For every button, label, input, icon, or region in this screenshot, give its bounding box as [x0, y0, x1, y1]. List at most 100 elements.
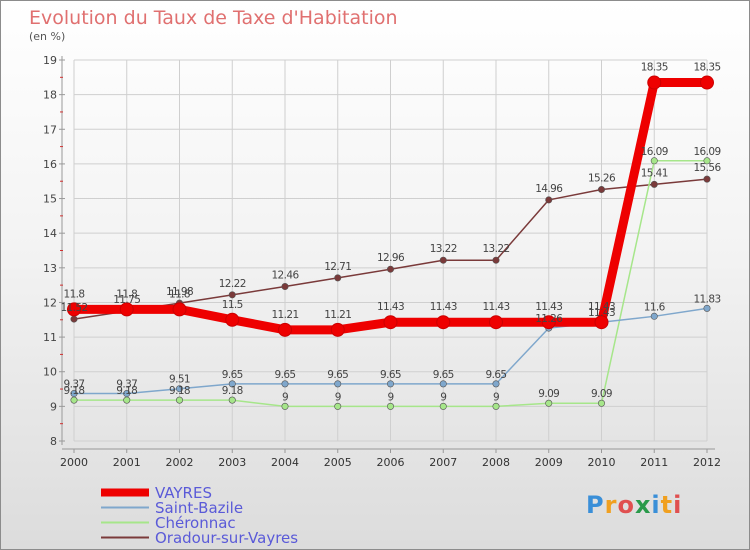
data-label: 9.65	[380, 369, 401, 381]
y-tick-label: 17	[43, 123, 57, 136]
data-point	[439, 402, 447, 410]
chart-title: Evolution du Taux de Taxe d'Habitation	[29, 7, 398, 29]
data-label: 9.37	[64, 379, 85, 391]
data-label: 9	[387, 391, 393, 403]
x-tick-label: 2007	[429, 456, 457, 469]
data-label: 9.18	[116, 385, 137, 397]
data-point	[541, 315, 556, 330]
data-point	[492, 256, 500, 264]
data-label: 11.43	[588, 301, 615, 313]
data-point	[123, 390, 131, 398]
legend-swatch-saint-bazile	[101, 506, 149, 509]
data-label: 9.65	[486, 369, 507, 381]
data-point	[334, 380, 342, 388]
data-label: 11.8	[64, 288, 85, 300]
data-point	[597, 399, 605, 407]
legend-swatch-cheronnac	[101, 521, 149, 524]
data-point	[225, 312, 240, 327]
data-label: 9.65	[222, 369, 243, 381]
x-tick-label: 2004	[271, 456, 299, 469]
data-label: 11.8	[169, 288, 190, 300]
data-label: 11.43	[482, 301, 509, 313]
data-label: 11.5	[222, 299, 243, 311]
data-point	[439, 380, 447, 388]
legend-item-vayres: VAYRES	[101, 483, 298, 502]
data-point	[278, 322, 292, 337]
legend-swatch-vayres	[101, 488, 149, 497]
data-point	[334, 402, 342, 410]
legend-label-oradour-sur-vayres: Oradour-sur-Vayres	[155, 528, 299, 547]
data-label: 12.96	[377, 252, 405, 264]
data-point	[386, 402, 394, 410]
data-point	[67, 302, 81, 317]
x-tick-label: 2002	[166, 456, 194, 469]
data-label: 11.52	[60, 302, 87, 314]
y-tick-label: 16	[43, 158, 57, 171]
data-point	[70, 396, 78, 404]
data-point	[436, 315, 451, 330]
proxiti-logo: Proxiti	[586, 491, 683, 519]
chart-legend: VAYRES Saint-Bazile Chéronnac Oradour-su…	[101, 483, 299, 547]
data-point	[386, 380, 394, 388]
data-label: 15.41	[641, 167, 668, 179]
legend-item-oradour-sur-vayres: Oradour-sur-Vayres	[101, 528, 299, 547]
data-point	[176, 385, 184, 393]
data-label: 11.26	[535, 313, 563, 325]
data-label: 18.35	[641, 62, 668, 74]
data-label: 12.71	[324, 261, 351, 273]
data-point	[545, 399, 553, 407]
data-point	[228, 291, 236, 299]
x-tick-label: 2009	[535, 456, 563, 469]
legend-item-cheronnac: Chéronnac	[101, 514, 298, 532]
data-point	[594, 315, 609, 330]
x-tick-label: 2008	[482, 456, 510, 469]
x-tick-label: 2005	[324, 456, 352, 469]
data-label: 16.09	[693, 146, 720, 158]
data-label: 11.21	[324, 309, 351, 321]
data-point	[172, 302, 187, 317]
legend-swatch-oradour-sur-vayres	[101, 536, 149, 539]
data-label: 9	[493, 391, 499, 403]
data-point	[123, 396, 131, 404]
data-point	[330, 322, 345, 337]
data-label: 16.09	[641, 146, 668, 158]
data-label: 9.18	[169, 385, 190, 397]
data-label: 11.75	[113, 294, 140, 306]
legend-label-vayres: VAYRES	[155, 483, 212, 502]
data-point	[650, 180, 658, 188]
data-point	[650, 157, 658, 165]
y-tick-label: 11	[43, 331, 57, 344]
y-tick-label: 8	[50, 435, 57, 448]
data-label: 11.21	[271, 309, 298, 321]
legend-item-saint-bazile: Saint-Bazile	[101, 499, 298, 517]
x-tick-label: 2001	[113, 456, 141, 469]
data-label: 9.65	[433, 369, 454, 381]
data-point	[703, 157, 711, 165]
data-label: 9	[282, 391, 288, 403]
data-label: 9.65	[327, 369, 348, 381]
y-tick-label: 13	[43, 262, 57, 275]
data-label: 15.56	[693, 162, 721, 174]
data-label: 11.98	[166, 286, 193, 298]
data-label: 18.35	[693, 62, 720, 74]
data-label: 11.83	[693, 293, 720, 305]
data-label: 11.43	[588, 307, 615, 319]
x-tick-label: 2000	[60, 456, 88, 469]
x-tick-label: 2006	[377, 456, 405, 469]
data-point	[439, 256, 447, 264]
data-label: 14.96	[535, 183, 563, 195]
x-tick-label: 2012	[693, 456, 721, 469]
data-point	[281, 283, 289, 291]
x-tick-label: 2003	[218, 456, 246, 469]
data-label: 13.22	[482, 243, 509, 255]
data-point	[383, 315, 398, 330]
chart-subtitle: (en %)	[29, 30, 66, 43]
data-point	[281, 402, 289, 410]
data-label: 9.65	[275, 369, 296, 381]
y-tick-label: 9	[50, 400, 57, 413]
x-tick-label: 2010	[588, 456, 616, 469]
data-point	[70, 390, 78, 398]
data-point	[119, 302, 134, 317]
data-label: 11.43	[377, 301, 404, 313]
data-point	[650, 312, 658, 320]
